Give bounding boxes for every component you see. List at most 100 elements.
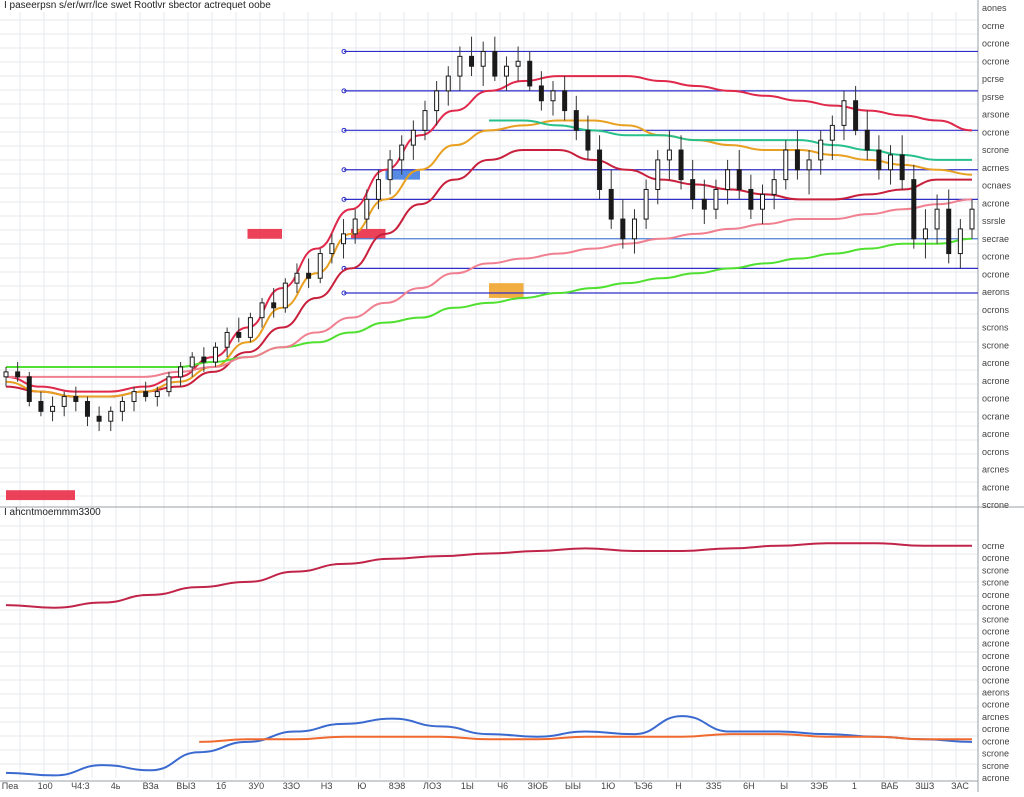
candle-body	[853, 100, 859, 131]
candle-body	[818, 139, 824, 161]
indicator-tick-label: ocrone	[982, 700, 1010, 710]
level-anchor	[341, 48, 347, 54]
candle-body	[899, 154, 905, 181]
time-tick-label: Ю	[357, 781, 366, 791]
price-tick-label: aerons	[982, 287, 1010, 297]
candle-body	[387, 159, 393, 181]
price-tick-label: secrae	[982, 234, 1009, 244]
candle-body	[50, 405, 56, 412]
candle-body	[364, 198, 370, 220]
time-tick-label: 3ЗО	[283, 781, 300, 791]
candle-body	[503, 65, 509, 77]
price-tick-label: scrons	[982, 323, 1009, 333]
price-tick-label: ocrone	[982, 56, 1010, 66]
candle-body	[829, 124, 835, 141]
price-tick-label: ocrane	[982, 411, 1010, 421]
indicator-tick-label: scrone	[982, 565, 1009, 575]
time-tick-label: ЫЫ	[565, 781, 581, 791]
price-tick-label: acrone	[982, 429, 1010, 439]
price-tick-label: arsone	[982, 110, 1010, 120]
time-tick-label: ЗЮБ	[528, 781, 549, 791]
level-anchor	[341, 290, 347, 296]
candle-body	[166, 376, 172, 393]
time-tick-label: Ы	[780, 781, 788, 791]
time-tick-label: 1Ы	[461, 781, 474, 791]
candle-body	[236, 331, 242, 338]
candle-body	[3, 371, 9, 378]
candle-body	[760, 193, 766, 210]
candle-body	[783, 149, 789, 181]
candles	[3, 36, 975, 432]
candle-body	[690, 179, 696, 200]
candle-body	[527, 60, 533, 87]
time-tick-label: ЗШЗ	[915, 781, 934, 791]
main-chart-title: Ι paseerpsn s/er/wrr/lce swet Rootlvr sb…	[4, 0, 271, 11]
time-tick-label: 4ь	[111, 781, 121, 791]
candle-body	[631, 218, 637, 240]
price-tick-label: ocrone	[982, 269, 1010, 279]
time-tick-label: ЗЭБ	[810, 781, 828, 791]
candle-body	[469, 55, 475, 67]
candle-body	[771, 179, 777, 195]
price-tick-label: ocnaes	[982, 181, 1012, 191]
candle-body	[131, 391, 137, 402]
highlight-zone	[385, 169, 420, 180]
candle-body	[143, 391, 149, 398]
moving-average-line	[5, 149, 972, 398]
price-tick-label: psrse	[982, 92, 1004, 102]
candle-body	[841, 100, 847, 126]
candle-body	[725, 169, 731, 190]
candle-body	[515, 60, 521, 67]
highlight-zone	[351, 228, 386, 239]
price-tick-label: ocrone	[982, 127, 1010, 137]
time-tick-label: Ч4:3	[71, 781, 90, 791]
time-tick-label: 1о0	[38, 781, 53, 791]
indicator-tick-label: ocrone	[982, 602, 1010, 612]
candle-body	[701, 198, 707, 210]
candle-body	[643, 188, 649, 220]
time-tick-label: Пea	[2, 781, 18, 791]
indicator-line	[5, 715, 973, 777]
axes: aones ocrne ocrone ocrone pcrse psrse arsone oc…	[2, 3, 1012, 791]
candle-body	[352, 218, 358, 235]
candle-body	[212, 346, 218, 363]
time-tick-label: 6Н	[743, 781, 755, 791]
indicator-tick-label: scrone	[982, 761, 1009, 771]
candle-body	[888, 154, 894, 171]
candle-body	[189, 356, 195, 368]
candle-body	[317, 253, 323, 279]
candle-body	[375, 179, 381, 200]
candle-body	[15, 371, 21, 378]
indicator-tick-label: acrone	[982, 773, 1010, 783]
indicator-tick-label: ocrone	[982, 626, 1010, 636]
candle-body	[562, 90, 568, 112]
candle-body	[434, 90, 440, 112]
time-tick-label: 3У0	[248, 781, 264, 791]
highlight-zone	[247, 228, 282, 239]
indicator-tick-label: ocrone	[982, 675, 1010, 685]
candle-body	[259, 302, 265, 319]
time-tick-label: Н	[675, 781, 682, 791]
time-tick-label: ВЗа	[143, 781, 159, 791]
candle-body	[934, 208, 940, 230]
moving-average-line	[5, 198, 973, 378]
candle-body	[73, 396, 79, 402]
time-tick-label: ВАБ	[881, 781, 899, 791]
indicator-tick-label: ocrone	[982, 553, 1010, 563]
moving-average-line	[489, 119, 972, 161]
candle-body	[306, 272, 312, 279]
candle-body	[713, 188, 719, 210]
candle-body	[597, 149, 603, 190]
price-tick-label: ocrone	[982, 39, 1010, 49]
price-tick-label: aones	[982, 3, 1007, 13]
candle-body	[585, 129, 591, 151]
candle-body	[119, 400, 125, 412]
indicator-tick-label: ocrone	[982, 736, 1010, 746]
price-tick-label: scrone	[982, 500, 1009, 510]
highlight-zone	[6, 490, 75, 501]
time-tick-label: ЗАС	[951, 781, 969, 791]
level-anchor	[341, 127, 347, 133]
moving-average-line	[6, 237, 973, 368]
